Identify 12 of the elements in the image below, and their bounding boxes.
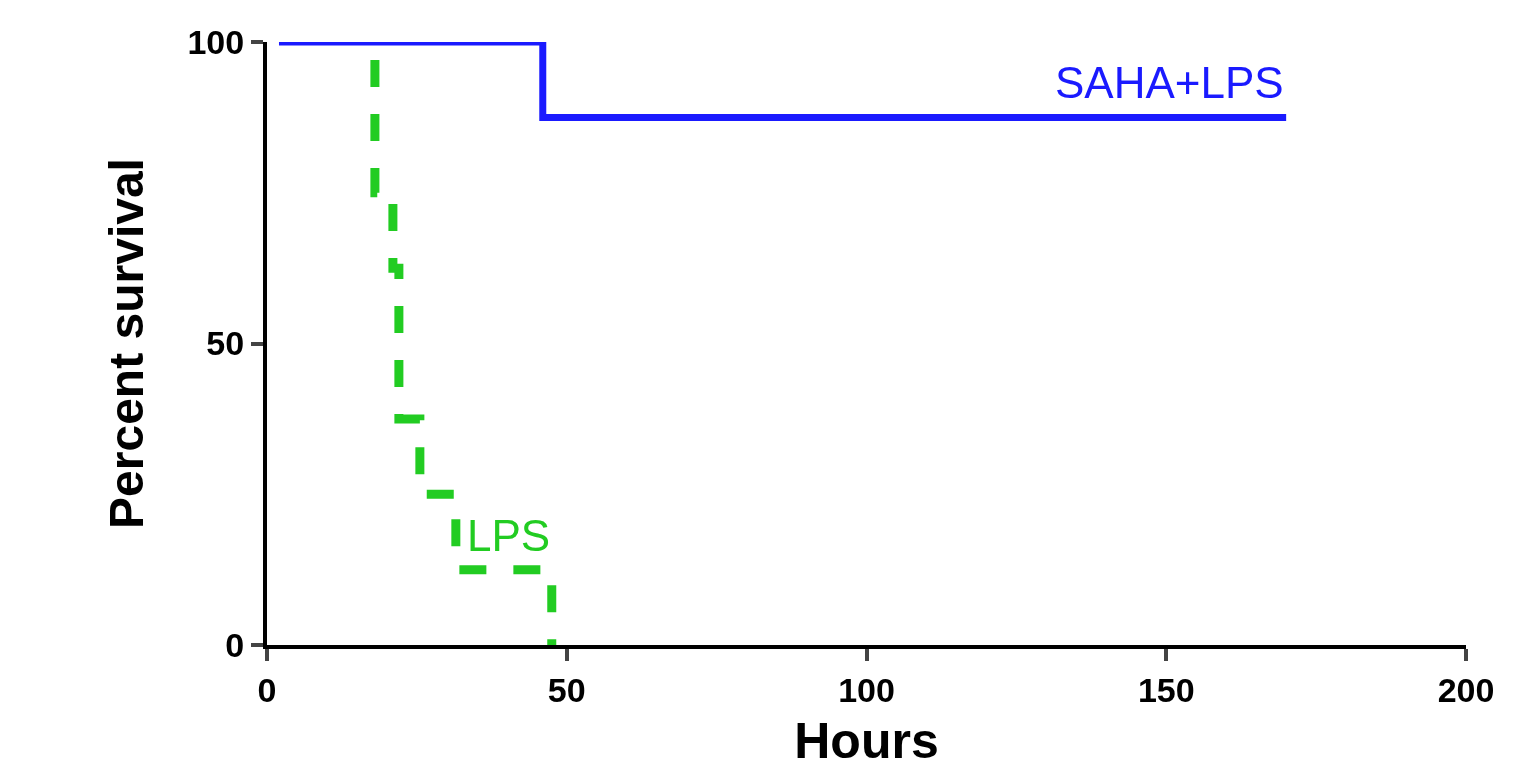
series-label: SAHA+LPS <box>1055 58 1284 107</box>
y-tick-label: 0 <box>225 625 245 664</box>
x-axis-title: Hours <box>794 713 939 769</box>
x-tick-label: 0 <box>257 670 277 709</box>
y-tick-label: 50 <box>206 324 245 363</box>
y-tick-label: 100 <box>187 22 245 61</box>
x-tick-label: 200 <box>1437 670 1495 709</box>
x-tick-label: 50 <box>547 670 586 709</box>
x-tick-label: 150 <box>1137 670 1195 709</box>
x-tick-label: 100 <box>838 670 895 709</box>
series-label: LPS <box>467 511 551 560</box>
y-axis-title: Percent survival <box>99 158 153 529</box>
